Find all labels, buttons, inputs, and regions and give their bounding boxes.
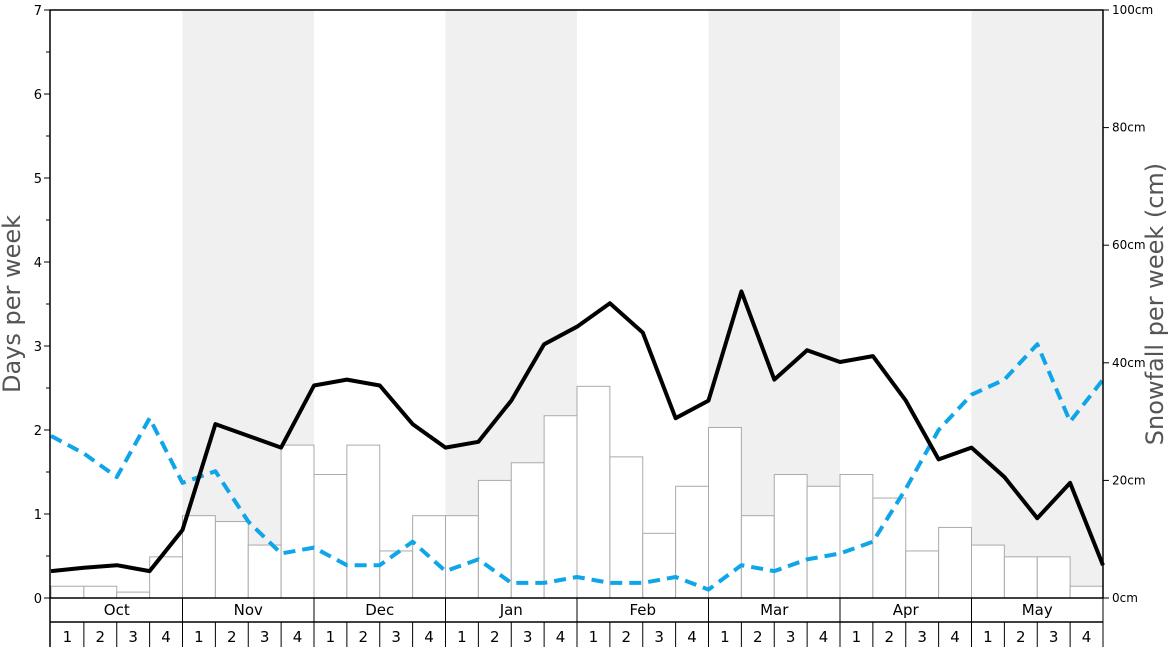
week-label: 1: [983, 628, 993, 646]
snowfall-bar: [1003, 556, 1038, 599]
week-label: 3: [1049, 628, 1059, 646]
snowfall-bar: [609, 456, 644, 599]
snowfall-bar: [280, 444, 315, 599]
left-tick-label: 2: [34, 424, 42, 439]
left-tick-label: 7: [34, 4, 42, 19]
left-tick-label: 1: [34, 508, 42, 523]
snowfall-bar: [149, 556, 183, 599]
month-week-axis: Oct 1 2 3 4 Nov 1 2 3 4 Dec 1 2 3 4 Jan 1 2 3 4 Feb 1 2 3 4 Mar 1 2…: [49, 598, 1104, 647]
week-label: 1: [326, 628, 336, 646]
month-label-oct: Oct: [104, 601, 130, 619]
right-tick-label: 60cm: [1112, 238, 1146, 252]
week-label: 4: [556, 628, 566, 646]
snowfall-bar: [214, 521, 249, 599]
snowfall-bar: [839, 474, 874, 599]
week-label: 2: [1016, 628, 1026, 646]
snowfall-bar: [708, 426, 742, 599]
right-tick-label: 40cm: [1112, 356, 1146, 370]
month-band-may: [971, 10, 1103, 598]
left-tick-label: 6: [34, 88, 42, 103]
month-label-apr: Apr: [893, 601, 920, 619]
left-tick-label: 3: [34, 340, 42, 355]
snowfall-bar: [905, 550, 940, 599]
week-label: 3: [917, 628, 927, 646]
snowfall-bar: [379, 550, 414, 599]
snowfall-bar: [740, 515, 775, 599]
left-tick-label: 0: [34, 592, 42, 607]
snowfall-bar: [116, 591, 151, 599]
week-label: 1: [457, 628, 467, 646]
snowfall-bar: [313, 474, 348, 599]
week-label: 3: [786, 628, 796, 646]
right-tick-label: 0cm: [1112, 591, 1138, 605]
week-label: 4: [293, 628, 303, 646]
snowfall-bar: [83, 585, 118, 599]
right-tick-label: 100cm: [1112, 3, 1153, 17]
week-label: 2: [96, 628, 106, 646]
week-label: 3: [523, 628, 533, 646]
snowfall-bar: [346, 444, 381, 599]
snowfall-bar: [971, 544, 1005, 599]
right-axis: 0cm 20cm 40cm 60cm 80cm 100cm: [1103, 3, 1153, 605]
snowfall-bar: [543, 415, 578, 599]
snowfall-bar: [938, 526, 972, 599]
month-shading-bands: [182, 10, 1103, 598]
solid-line-series: [50, 289, 1105, 574]
left-axis: 0 1 2 3 4 5 6 7: [34, 4, 50, 607]
week-label: 1: [852, 628, 862, 646]
snowfall-bar: [806, 485, 841, 599]
week-label: 3: [654, 628, 664, 646]
snowfall-bar: [642, 532, 677, 599]
snowfall-bar: [675, 485, 709, 599]
month-label-mar: Mar: [760, 601, 789, 619]
month-label-nov: Nov: [234, 601, 263, 619]
month-label-feb: Feb: [629, 601, 656, 619]
week-label: 2: [753, 628, 763, 646]
week-label: 2: [885, 628, 895, 646]
dashed-line-series: [50, 342, 1105, 592]
week-label: 3: [128, 628, 138, 646]
week-label: 1: [63, 628, 73, 646]
month-label-may: May: [1022, 601, 1053, 619]
snowfall-bar: [445, 515, 479, 599]
week-label: 3: [391, 628, 401, 646]
week-label: 4: [424, 628, 434, 646]
week-label: 4: [687, 628, 697, 646]
week-label: 4: [1082, 628, 1092, 646]
month-label-dec: Dec: [365, 601, 394, 619]
week-label: 2: [227, 628, 237, 646]
snowfall-bar: [510, 462, 545, 599]
week-label: 2: [359, 628, 369, 646]
snowfall-bars: [50, 385, 1104, 599]
day-lines: [50, 289, 1105, 592]
week-label: 1: [720, 628, 730, 646]
right-axis-title: Snowfall per week (cm): [1141, 163, 1168, 445]
week-label: 2: [622, 628, 632, 646]
left-tick-label: 4: [34, 256, 42, 271]
left-tick-label: 5: [34, 172, 42, 187]
snowfall-bar: [773, 474, 808, 599]
week-label: 4: [161, 628, 171, 646]
month-label-jan: Jan: [499, 601, 523, 619]
week-label: 4: [950, 628, 960, 646]
week-label: 1: [589, 628, 599, 646]
snowfall-bar: [247, 544, 282, 599]
right-tick-label: 20cm: [1112, 473, 1146, 487]
week-label: 2: [490, 628, 500, 646]
snowfall-bar: [50, 585, 85, 599]
week-label: 1: [194, 628, 204, 646]
snowfall-bar: [576, 385, 611, 599]
snowfall-bar: [182, 515, 216, 599]
snowfall-bar: [1036, 556, 1071, 599]
week-label: 4: [819, 628, 829, 646]
right-tick-label: 80cm: [1112, 121, 1146, 135]
left-axis-title: Days per week: [0, 215, 26, 393]
week-label: 3: [260, 628, 270, 646]
snowfall-bar: [1069, 585, 1104, 599]
